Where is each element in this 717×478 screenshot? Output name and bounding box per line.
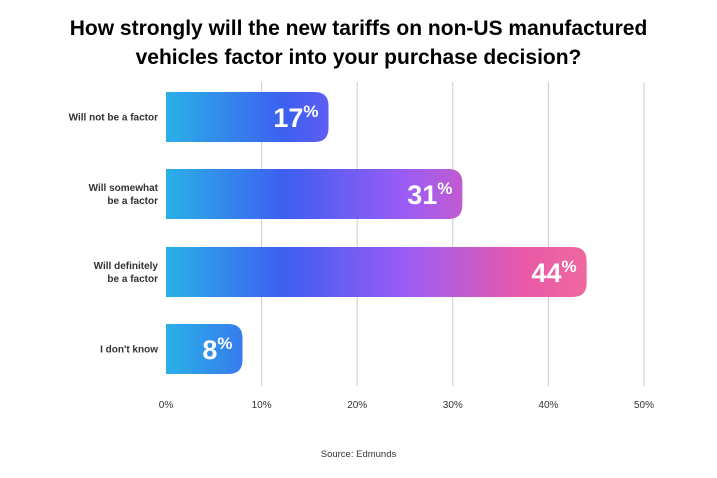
x-axis-ticks: 0% 10% 20% 30% 40% 50%	[159, 400, 654, 411]
gridlines	[261, 82, 645, 386]
x-tick-label-20: 20%	[347, 400, 367, 411]
bar-2	[166, 247, 587, 297]
source-note: Source: Edmunds	[320, 449, 397, 460]
category-label-0: Will not be a factor	[69, 113, 158, 124]
category-label-1: Will somewhat be a factor	[89, 183, 159, 207]
chart-title-line-2: vehicles factor into your purchase decis…	[135, 46, 582, 69]
bar-value-label-3: 8%	[202, 334, 232, 365]
bar-value-label-2: 44%	[531, 257, 576, 288]
bars: 17% 31% 44% 8%	[166, 92, 587, 374]
category-label-2: Will definitely be a factor	[94, 261, 159, 285]
x-tick-label-50: 50%	[634, 400, 654, 411]
bar-3	[166, 324, 243, 374]
bar-value-label-0: 17%	[273, 102, 318, 133]
x-tick-label-10: 10%	[252, 400, 272, 411]
bar-value-label-1: 31%	[407, 179, 452, 210]
category-label-3: I don't know	[100, 345, 158, 356]
x-tick-label-30: 30%	[443, 400, 463, 411]
x-tick-label-40: 40%	[538, 400, 558, 411]
chart-title: How strongly will the new tariffs on non…	[0, 14, 717, 72]
category-labels: Will not be a factor Will somewhat be a fa…	[69, 113, 159, 356]
bar-1	[166, 169, 463, 219]
x-tick-label-0: 0%	[159, 400, 174, 411]
bar-0	[166, 92, 329, 142]
chart-title-line-1: How strongly will the new tariffs on non…	[69, 17, 648, 40]
